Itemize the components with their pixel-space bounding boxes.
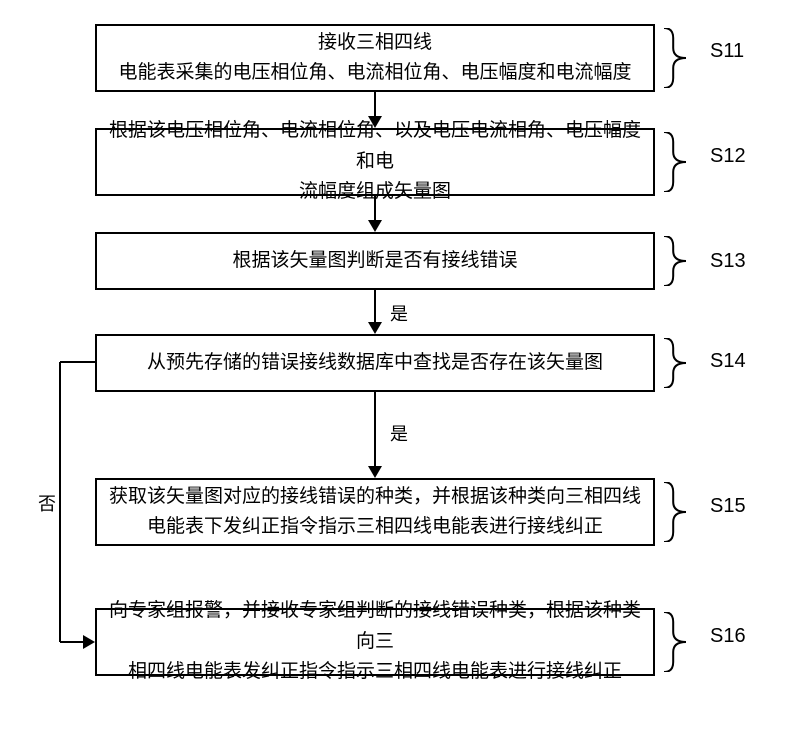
flow-step-s16: 向专家组报警，并接收专家组判断的接线错误种类，根据该种类向三相四线电能表发纠正指… [95,608,655,676]
step-text-line: 从预先存储的错误接线数据库中查找是否存在该矢量图 [147,348,603,378]
step-text-line: 根据该矢量图判断是否有接线错误 [232,246,517,276]
step-label-s11: S11 [710,40,744,63]
edge-s11-s12 [374,92,376,118]
flow-step-s13: 根据该矢量图判断是否有接线错误 [95,232,655,290]
step-text-line: 相四线电能表发纠正指令指示三相四线电能表进行接线纠正 [128,657,622,687]
arrow-down-icon [368,466,382,478]
edge-s12-s13 [374,196,376,222]
edge-label: 否 [38,490,56,516]
step-label-s15: S15 [710,495,746,518]
arrow-down-icon [368,322,382,334]
flow-step-s14: 从预先存储的错误接线数据库中查找是否存在该矢量图 [95,334,655,392]
step-text-line: 电能表采集的电压相位角、电流相位角、电压幅度和电流幅度 [118,58,631,88]
step-label-s14: S14 [710,350,746,373]
step-text-line: 电能表下发纠正指令指示三相四线电能表进行接线纠正 [147,512,603,542]
flow-step-s15: 获取该矢量图对应的接线错误的种类，并根据该种类向三相四线电能表下发纠正指令指示三… [95,478,655,546]
edge-s14-s15 [374,392,376,468]
edge-s13-s14 [374,290,376,324]
step-label-s12: S12 [710,145,746,168]
arrow-down-icon [368,220,382,232]
edge-label: 是 [390,420,408,446]
step-label-s16: S16 [710,625,746,648]
step-text-line: 获取该矢量图对应的接线错误的种类，并根据该种类向三相四线 [109,482,641,512]
arrow-right-icon [83,635,95,649]
step-label-s13: S13 [710,250,746,273]
edge-seg [59,362,61,642]
edge-label: 是 [390,300,408,326]
edge-seg [60,361,95,363]
edge-seg [60,641,85,643]
arrow-down-icon [368,116,382,128]
step-text-line: 向专家组报警，并接收专家组判断的接线错误种类，根据该种类向三 [109,596,641,657]
step-text-line: 接收三相四线 [318,28,432,58]
flow-step-s12: 根据该电压相位角、电流相位角、以及电压电流相角、电压幅度和电流幅度组成矢量图 [95,128,655,196]
flow-step-s11: 接收三相四线电能表采集的电压相位角、电流相位角、电压幅度和电流幅度 [95,24,655,92]
